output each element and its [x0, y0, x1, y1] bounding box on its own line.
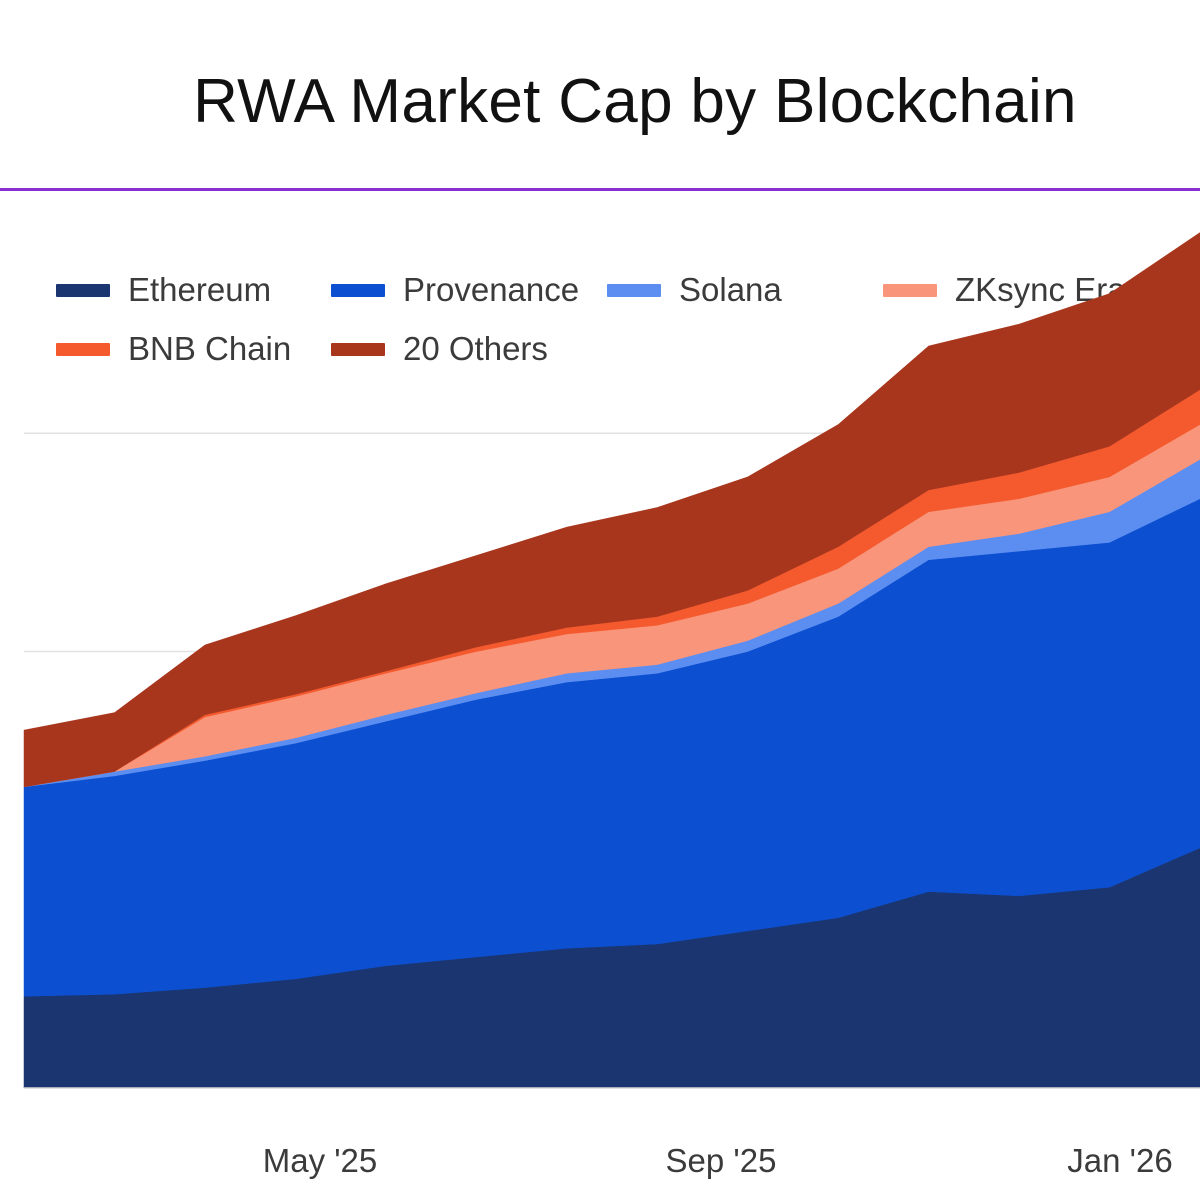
area-series-group: [23, 232, 1200, 1089]
legend-label-bnb-chain: BNB Chain: [128, 330, 292, 367]
title-divider: [0, 188, 1200, 191]
legend-label-ethereum: Ethereum: [128, 271, 272, 308]
legend-item-solana[interactable]: Solana: [607, 270, 782, 310]
legend-item-ethereum[interactable]: Ethereum: [56, 270, 271, 310]
legend-swatch-zksync-era: [883, 283, 937, 297]
legend-swatch-provenance: [331, 283, 385, 297]
legend-label-solana: Solana: [679, 271, 782, 308]
legend-item-provenance[interactable]: Provenance: [331, 270, 579, 310]
x-axis: May '25 Sep '25 Jan '26: [24, 1087, 1200, 1179]
legend-swatch-20-others: [331, 342, 385, 356]
x-tick-label: Sep '25: [666, 1142, 777, 1179]
area-series-20-others[interactable]: [23, 232, 1200, 788]
legend-label-provenance: Provenance: [403, 271, 580, 308]
legend-swatch-ethereum: [56, 283, 110, 297]
x-tick-label: May '25: [263, 1142, 378, 1179]
legend-item-bnb-chain[interactable]: BNB Chain: [56, 329, 291, 369]
chart-title: RWA Market Cap by Blockchain: [193, 67, 1077, 136]
legend-label-20-others: 20 Others: [403, 330, 548, 367]
legend-swatch-bnb-chain: [56, 342, 110, 356]
legend-swatch-solana: [607, 283, 661, 297]
legend-item-20-others[interactable]: 20 Others: [331, 329, 548, 369]
x-tick-label: Jan '26: [1067, 1142, 1172, 1179]
